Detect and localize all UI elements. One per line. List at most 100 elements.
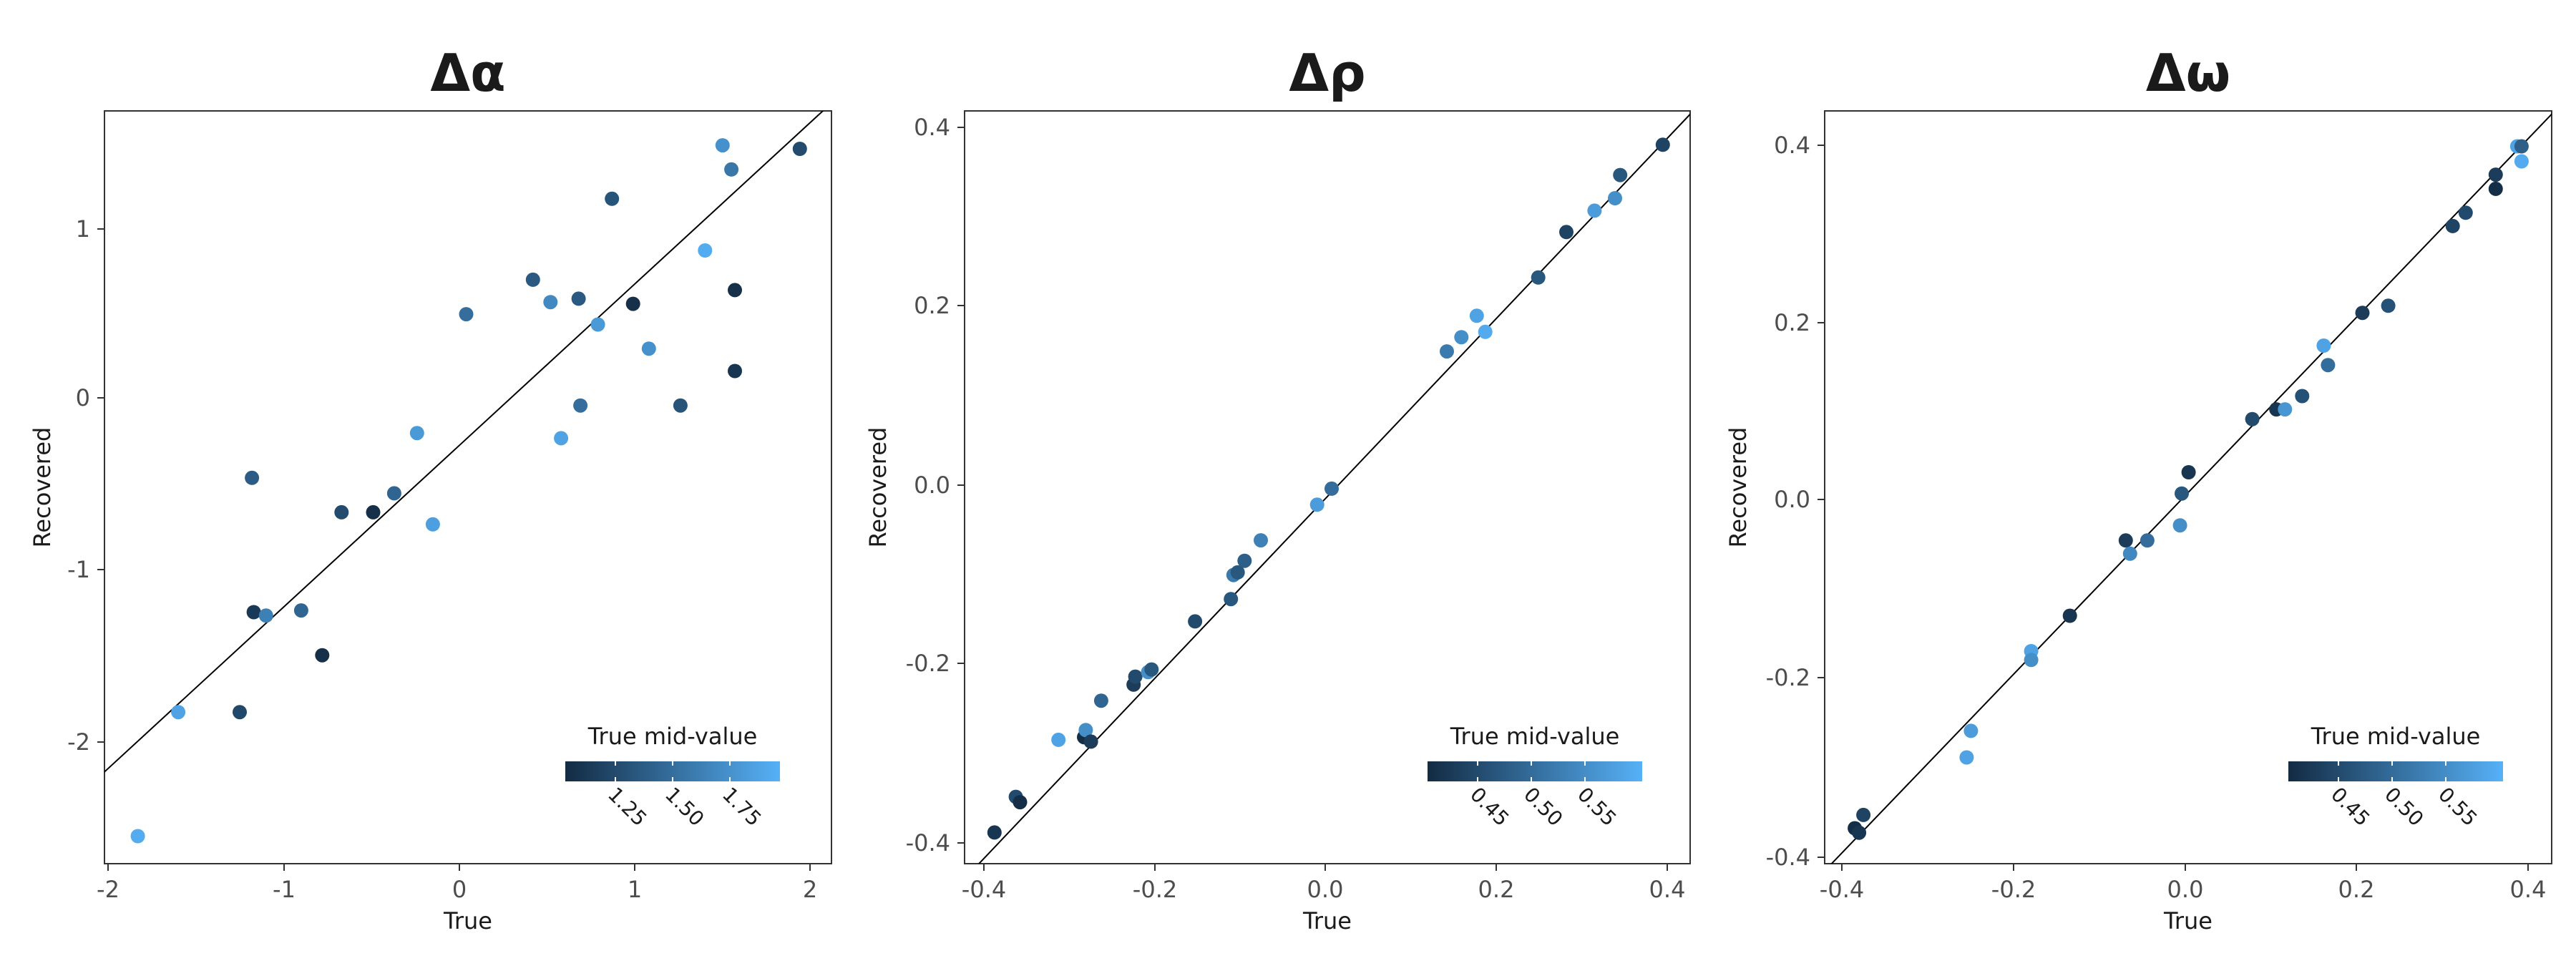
scatter-point	[1531, 270, 1546, 285]
scatter-point	[625, 296, 640, 311]
x-tick-label: -0.4	[962, 876, 1006, 903]
colorbar	[1428, 761, 1642, 781]
scatter-point	[573, 398, 588, 413]
x-tick-label: 0	[452, 876, 467, 903]
scatter-point	[425, 517, 440, 532]
scatter-point	[171, 705, 186, 720]
scatter-point	[792, 142, 807, 156]
scatter-point	[130, 829, 145, 844]
scatter-point	[1852, 825, 1867, 840]
scatter-point	[1083, 734, 1098, 749]
y-tick-label: -0.4	[906, 829, 950, 857]
x-tick-label: 2	[803, 876, 817, 903]
y-axis-label: Recovered	[1724, 427, 1752, 548]
scatter-point	[2278, 402, 2293, 417]
scatter-point	[2445, 218, 2460, 233]
colorbar-tick-label: 0.50	[2380, 783, 2428, 831]
colorbar-tick-label: 1.50	[660, 783, 708, 831]
scatter-point	[1230, 565, 1245, 580]
y-tick-label: -2	[67, 728, 90, 756]
y-tick-label: -1	[67, 556, 90, 583]
legend: True mid-value 0.45 0.50 0.55	[2288, 723, 2503, 831]
colorbar-tick-label: 0.55	[2434, 783, 2482, 831]
scatter-point	[987, 825, 1002, 840]
scatter-point	[543, 295, 558, 310]
scatter-point	[1454, 330, 1469, 345]
x-tick-label: -1	[273, 876, 296, 903]
scatter-point	[2122, 546, 2137, 561]
scatter-point	[1613, 167, 1628, 182]
colorbar	[2288, 761, 2503, 781]
scatter-point	[571, 291, 586, 306]
scatter-point	[2245, 411, 2260, 426]
scatter-point	[334, 504, 349, 519]
y-tick-label: -0.4	[1766, 844, 1810, 871]
plot-panel-border	[104, 110, 832, 864]
scatter-point	[1237, 553, 1252, 568]
panel-delta-rho: Δρ -0.4 -0.2 0.0 0.2 0.4 Recovered -0.4 …	[864, 43, 1691, 935]
scatter-point	[2175, 486, 2189, 501]
scatter-point	[2355, 306, 2370, 321]
x-tick-label: -0.2	[1133, 876, 1177, 903]
identity-line	[977, 113, 1690, 864]
legend: True mid-value 1.25 1.50 1.75	[565, 723, 780, 831]
legend-title: True mid-value	[2311, 723, 2481, 750]
scatter-point	[728, 364, 742, 379]
x-tick-label: 1	[628, 876, 642, 903]
y-axis-label: Recovered	[29, 427, 56, 548]
panel-title: Δρ	[1289, 43, 1365, 103]
scatter-point	[1254, 533, 1268, 548]
scatter-point	[1655, 137, 1670, 152]
y-axis: -0.4 -0.2 0.0 0.2 0.4 Recovered	[1724, 132, 1825, 871]
scatter-point	[409, 426, 424, 441]
scatter-point	[2316, 338, 2331, 353]
colorbar-tick-label: 0.45	[1465, 783, 1513, 831]
x-axis: -0.4 -0.2 0.0 0.2 0.4 True	[962, 864, 1685, 935]
scatter-point	[1128, 669, 1143, 684]
scatter-point	[1093, 693, 1108, 708]
y-tick-label: -0.2	[1766, 664, 1810, 691]
x-tick-label: -0.4	[1820, 876, 1864, 903]
scatter-point	[1478, 324, 1493, 339]
scatter-points	[987, 137, 1670, 840]
plot-panel-border	[1824, 110, 2552, 864]
scatter-point	[715, 138, 730, 153]
scatter-point	[590, 317, 605, 332]
plot-panel-border	[964, 110, 1691, 864]
x-tick-label: -2	[97, 876, 119, 903]
colorbar-tick-label: 0.45	[2326, 783, 2374, 831]
colorbar-tick-label: 1.25	[603, 783, 651, 831]
scatter-point	[315, 648, 330, 663]
scatter-point	[525, 272, 540, 287]
scatter-point	[1324, 481, 1339, 496]
x-tick-label: 0.0	[1307, 876, 1344, 903]
identity-line	[104, 111, 824, 774]
scatter-point	[728, 283, 742, 298]
y-tick-label: 1	[76, 215, 90, 243]
scatter-point	[2458, 205, 2473, 220]
scatter-point	[1469, 308, 1484, 323]
scatter-point	[233, 705, 247, 720]
scatter-point	[2295, 389, 2310, 404]
x-axis-label: True	[2163, 907, 2212, 935]
scatter-point	[1078, 723, 1093, 738]
y-tick-label: -0.2	[906, 650, 950, 677]
panel-title: Δω	[2146, 43, 2230, 103]
scatter-point	[1587, 203, 1602, 218]
panel-title: Δα	[430, 43, 505, 103]
y-axis: -0.4 -0.2 0.0 0.2 0.4 Recovered	[864, 114, 965, 857]
x-axis: -2 -1 0 1 2 True	[97, 864, 817, 935]
legend: True mid-value 0.45 0.50 0.55	[1428, 723, 1642, 831]
x-axis: -0.4 -0.2 0.0 0.2 0.4 True	[1820, 864, 2547, 935]
scatter-point	[554, 431, 569, 446]
y-axis-label: Recovered	[864, 427, 892, 548]
scatter-point	[1440, 344, 1454, 359]
x-tick-label: 0.4	[2510, 876, 2547, 903]
scatter-point	[1144, 662, 1159, 677]
scatter-point	[2488, 167, 2503, 182]
scatter-point	[258, 608, 273, 623]
scatter-point	[1559, 225, 1574, 240]
scatter-point	[1608, 191, 1622, 205]
scatter-point	[2062, 608, 2077, 623]
